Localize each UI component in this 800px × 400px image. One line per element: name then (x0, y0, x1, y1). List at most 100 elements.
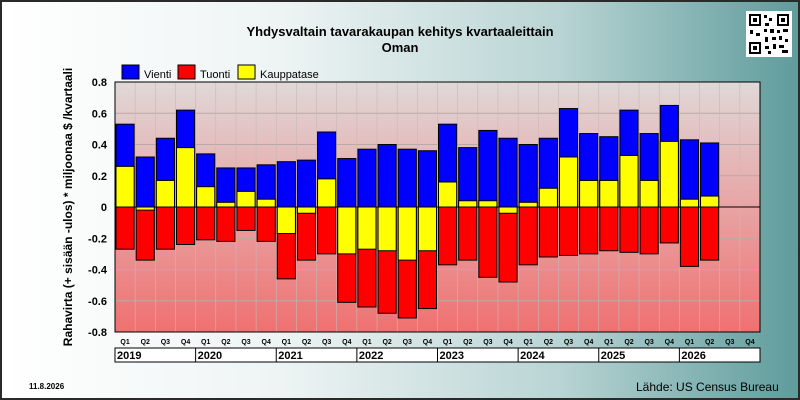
import-bar (175, 206, 196, 245)
balance-bar (397, 206, 417, 261)
qr-code-icon (746, 11, 792, 57)
balance-bar (458, 200, 478, 208)
balance-bar (296, 206, 317, 214)
x-tick-label: Q1 (120, 339, 129, 346)
balance-bar (639, 179, 659, 208)
export-bar (397, 148, 417, 208)
balance-bar (216, 201, 236, 208)
chart-subtitle: Oman (381, 40, 419, 55)
export-bar (216, 167, 236, 208)
balance-bar (317, 178, 337, 208)
x-tick-label: Q4 (262, 339, 271, 346)
x-tick-label: Q3 (725, 339, 734, 346)
import-bar (317, 206, 337, 255)
import-bar (236, 206, 256, 231)
import-bar (679, 206, 700, 267)
balance-bar (337, 206, 357, 255)
year-label: 2024 (520, 350, 545, 362)
x-tick-label: Q2 (705, 339, 714, 346)
balance-bar (175, 147, 196, 208)
balance-bar (498, 206, 518, 214)
x-tick-label: Q4 (745, 339, 754, 346)
balance-bar (659, 140, 679, 208)
export-bar (498, 137, 518, 208)
balance-bar (236, 190, 256, 208)
x-tick-label: Q4 (503, 339, 512, 346)
legend-label-export: Vienti (144, 69, 171, 81)
balance-bar (196, 186, 216, 208)
import-bar (478, 206, 498, 278)
balance-bar (377, 206, 397, 252)
legend-swatch-balance (237, 64, 256, 80)
import-bar (579, 206, 599, 255)
balance-bar (619, 154, 639, 208)
x-tick-label: Q3 (161, 339, 170, 346)
balance-bar (478, 200, 498, 208)
x-tick-label: Q2 (544, 339, 553, 346)
export-bar (458, 147, 478, 208)
year-label: 2021 (278, 350, 302, 362)
export-bar (478, 129, 498, 208)
export-bar (417, 150, 437, 208)
y-tick-label: 0.4 (92, 140, 108, 152)
x-tick-label: Q1 (362, 339, 371, 346)
y-tick-label: 0.6 (92, 108, 107, 120)
import-bar (115, 206, 135, 250)
import-bar (639, 206, 659, 255)
x-tick-label: Q3 (644, 339, 653, 346)
export-bar (296, 159, 317, 208)
x-tick-label: Q1 (282, 339, 291, 346)
import-bar (135, 206, 155, 261)
export-bar (357, 148, 377, 208)
x-tick-label: Q1 (604, 339, 613, 346)
balance-bar (256, 198, 276, 208)
import-bar (599, 206, 619, 252)
balance-bar (155, 179, 175, 208)
export-bar (679, 139, 700, 208)
import-bar (498, 206, 518, 283)
x-tick-label: Q4 (423, 339, 432, 346)
export-bar (518, 144, 538, 208)
import-bar (155, 206, 175, 250)
import-bar (538, 206, 558, 258)
x-tick-label: Q3 (241, 339, 250, 346)
balance-bar (679, 198, 700, 208)
balance-bar (599, 179, 619, 208)
import-bar (700, 206, 720, 261)
balance-bar (357, 206, 377, 250)
source-label: Lähde: US Census Bureau (636, 380, 779, 394)
x-tick-label: Q1 (685, 339, 694, 346)
export-bar (135, 156, 155, 208)
y-tick-label: -0.2 (88, 233, 107, 245)
legend-label-import: Tuonti (200, 69, 230, 81)
legend-swatch-export (121, 64, 140, 80)
date-stamp: 11.8.2026 (29, 382, 65, 391)
year-label: 2019 (117, 350, 141, 362)
import-bar (256, 206, 276, 242)
year-label: 2022 (359, 350, 383, 362)
balance-bar (538, 187, 558, 208)
plot-border (114, 81, 761, 333)
import-bar (216, 206, 236, 242)
x-tick-label: Q3 (483, 339, 492, 346)
import-bar (296, 206, 317, 261)
x-tick-label: Q3 (403, 339, 412, 346)
x-tick-label: Q1 (524, 339, 533, 346)
balance-bar (115, 165, 135, 208)
year-label: 2023 (440, 350, 464, 362)
import-bar (458, 206, 478, 261)
export-bar (337, 158, 357, 208)
import-bar (438, 206, 458, 266)
x-tick-label: Q2 (463, 339, 472, 346)
y-tick-label: -0.4 (88, 265, 108, 277)
x-tick-label: Q2 (221, 339, 230, 346)
year-label: 2020 (198, 350, 222, 362)
legend-label-balance: Kauppatase (260, 69, 319, 81)
chart-title: Yhdysvaltain tavarakaupan kehitys kvarta… (246, 24, 554, 39)
x-tick-label: Q1 (443, 339, 452, 346)
export-bar (377, 144, 397, 208)
y-tick-label: 0.8 (92, 77, 107, 89)
legend-swatch-import (177, 64, 196, 80)
